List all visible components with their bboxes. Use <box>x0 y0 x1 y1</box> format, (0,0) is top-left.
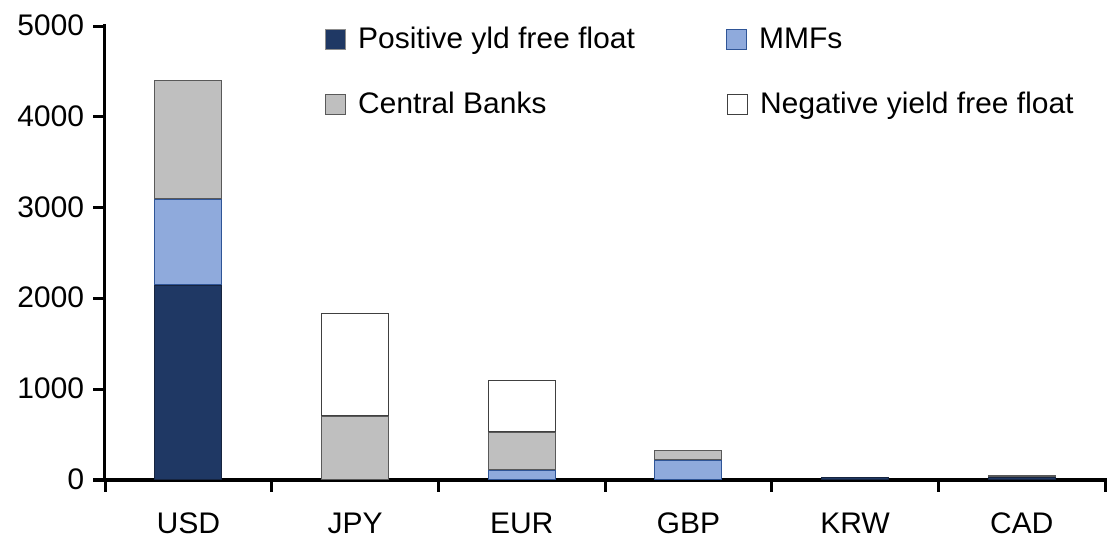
x-axis-line <box>93 478 1107 482</box>
x-axis-tick <box>436 482 440 492</box>
y-axis-tick <box>93 24 105 28</box>
x-axis-label-eur: EUR <box>489 507 554 540</box>
y-axis-label: 2000 <box>17 281 84 315</box>
bar-segment-krw-positive-yld-free-float <box>821 476 889 480</box>
y-axis-label: 4000 <box>17 99 84 133</box>
bar-segment-gbp-central-banks <box>654 450 723 461</box>
bar-segment-eur-mmfs <box>487 470 556 480</box>
bar-segment-usd-mmfs <box>154 198 223 285</box>
legend-label-positive-yld-free-float: Positive yld free float <box>358 22 635 55</box>
y-axis-line <box>103 24 106 481</box>
bar-segment-gbp-mmfs <box>654 460 723 480</box>
y-axis-label: 3000 <box>17 190 84 224</box>
y-axis-label: 5000 <box>17 9 84 42</box>
legend-item-positive-yld-free-float: Positive yld free float <box>325 22 635 56</box>
legend-item-negative-yield-free-float: Negative yield free float <box>727 87 1074 121</box>
bar-segment-eur-negative-yield-free-float <box>487 380 556 432</box>
y-axis-tick <box>93 387 105 391</box>
x-axis-tick <box>603 482 607 492</box>
y-axis-label: 1000 <box>17 372 84 406</box>
y-axis-tick <box>93 115 105 119</box>
x-axis-label-usd: USD <box>156 507 220 540</box>
legend-label-central-banks: Central Banks <box>358 87 547 120</box>
x-axis-label-gbp: GBP <box>656 507 720 540</box>
x-axis-tick <box>103 482 107 492</box>
legend-swatch-central-banks <box>325 93 346 115</box>
legend-swatch-negative-yield-free-float <box>727 93 748 115</box>
x-axis-label-jpy: JPY <box>327 507 383 540</box>
legend-label-mmfs: MMFs <box>759 22 843 55</box>
x-axis-tick <box>936 482 940 492</box>
x-axis-tick <box>1103 482 1107 492</box>
y-axis-tick <box>93 478 105 482</box>
legend-label-negative-yield-free-float: Negative yield free float <box>760 87 1074 120</box>
x-axis-label-krw: KRW <box>820 507 890 540</box>
x-axis-tick <box>270 482 274 492</box>
x-axis-label-cad: CAD <box>989 507 1054 540</box>
bar-segment-cad-positive-yld-free-float <box>987 477 1056 480</box>
legend-item-mmfs: MMFs <box>726 22 842 56</box>
legend-swatch-positive-yld-free-float <box>325 28 346 50</box>
y-axis-tick <box>93 296 105 300</box>
bar-segment-jpy-central-banks <box>321 416 389 480</box>
legend-item-central-banks: Central Banks <box>325 87 546 121</box>
bar-segment-usd-positive-yld-free-float <box>154 284 223 480</box>
legend-swatch-mmfs <box>726 28 747 50</box>
y-axis-label: 0 <box>67 463 84 496</box>
bar-segment-cad-central-banks <box>987 474 1056 478</box>
x-axis-tick <box>770 482 774 492</box>
y-axis-tick <box>93 206 105 210</box>
bar-segment-eur-central-banks <box>487 431 556 470</box>
bar-segment-usd-central-banks <box>154 80 223 199</box>
bar-segment-jpy-negative-yield-free-float <box>321 312 389 417</box>
